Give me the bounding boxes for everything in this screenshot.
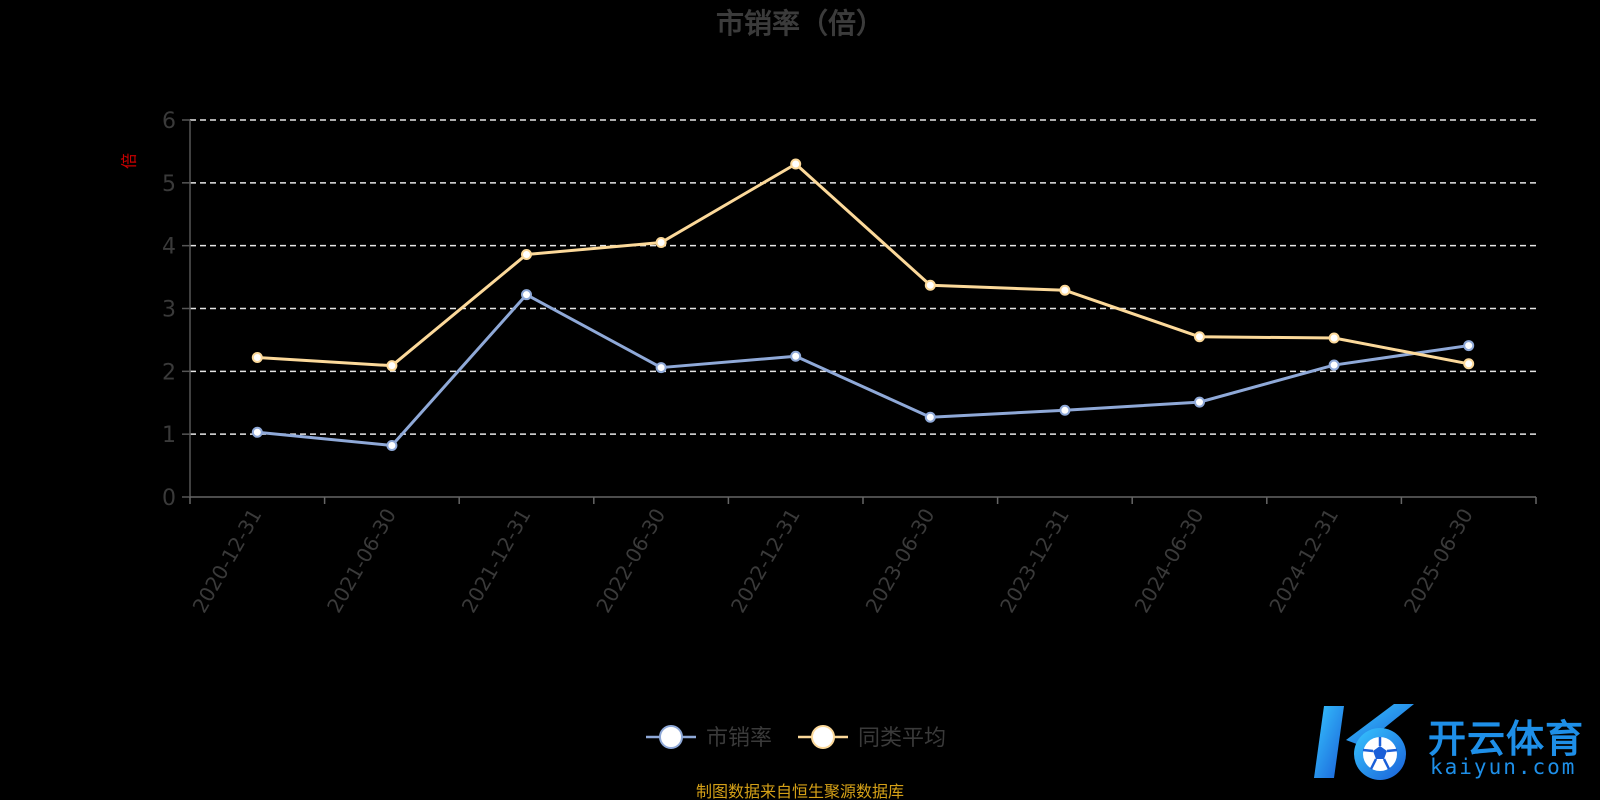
watermark-logo: 开云体育 kaiyun.com [1310, 700, 1590, 784]
x-tick-label: 2021-12-31 [457, 504, 536, 617]
legend-marker-0 [659, 725, 683, 749]
series-line-1 [257, 162, 1469, 368]
y-tick-label: 5 [162, 172, 176, 197]
x-tick-label: 2022-12-31 [726, 504, 805, 617]
data-point-series-0 [924, 411, 936, 423]
x-tick-label: 2025-06-30 [1399, 504, 1478, 617]
y-axis-unit-label: 倍 [120, 153, 139, 169]
soccer-ball-k-logo-icon [1314, 704, 1414, 780]
watermark-brand-en: kaiyun.com [1430, 755, 1577, 779]
data-point-series-1 [790, 158, 802, 170]
data-point-series-0 [1328, 359, 1340, 371]
x-tick-label: 2022-06-30 [591, 504, 670, 617]
data-point-series-1 [1059, 284, 1071, 296]
data-point-series-1 [521, 248, 532, 260]
y-tick-label: 1 [162, 423, 176, 448]
x-tick-label: 2024-06-30 [1130, 504, 1209, 617]
data-point-series-1 [1328, 332, 1340, 344]
data-source-note: 制图数据来自恒生聚源数据库 [695, 782, 904, 800]
y-tick-label: 3 [162, 298, 176, 323]
legend-label-1: 同类平均 [858, 726, 946, 751]
y-tick-label: 0 [162, 486, 176, 511]
x-tick-label: 2024-12-31 [1264, 504, 1343, 617]
data-point-series-0 [251, 426, 263, 438]
data-point-series-0 [1059, 404, 1071, 416]
x-tick-label: 2020-12-31 [187, 504, 266, 617]
y-tick-label: 4 [162, 235, 176, 260]
x-tick-label: 2021-06-30 [322, 504, 401, 617]
data-point-series-1 [1194, 331, 1205, 343]
watermark-brand-cn: 开云体育 [1428, 717, 1585, 761]
data-point-series-0 [1463, 340, 1475, 352]
data-point-series-1 [251, 352, 263, 364]
data-point-series-0 [1194, 396, 1205, 408]
data-point-series-1 [1463, 358, 1475, 370]
data-point-series-1 [655, 237, 667, 249]
data-point-series-1 [386, 360, 398, 372]
series-line-0 [257, 293, 1469, 447]
data-point-series-0 [521, 289, 532, 301]
x-tick-label: 2023-06-30 [860, 504, 939, 617]
x-tick-label: 2023-12-31 [995, 504, 1074, 617]
data-point-series-0 [790, 350, 802, 362]
data-point-series-0 [386, 439, 398, 451]
chart-title: 市销率（倍） [716, 7, 884, 40]
y-tick-label: 2 [162, 360, 176, 385]
y-tick-label: 6 [162, 109, 176, 134]
data-point-series-1 [924, 279, 936, 291]
legend-marker-1 [811, 725, 835, 749]
data-point-series-0 [655, 362, 667, 374]
legend-label-0: 市销率 [706, 726, 772, 751]
